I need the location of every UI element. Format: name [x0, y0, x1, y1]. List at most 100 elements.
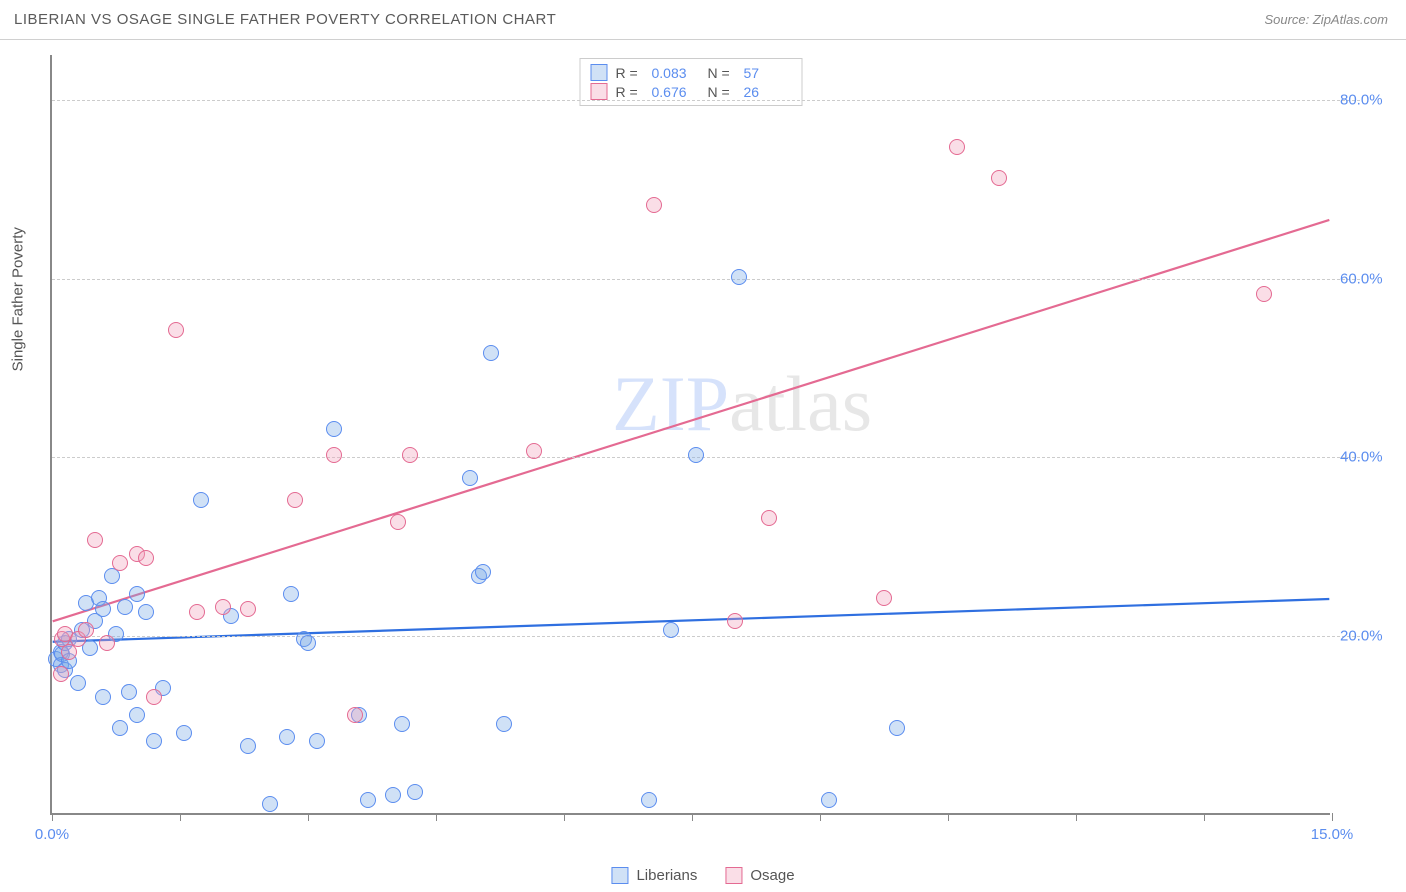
series-name-osage: Osage [750, 867, 794, 884]
x-tick-label: 15.0% [1311, 826, 1354, 843]
scatter-marker [360, 792, 376, 808]
scatter-marker [347, 707, 363, 723]
scatter-marker [70, 675, 86, 691]
series-legend-item: Liberians [611, 867, 697, 884]
r-value-osage: 0.676 [652, 84, 700, 100]
scatter-marker [240, 601, 256, 617]
scatter-marker [462, 470, 478, 486]
series-name-liberians: Liberians [636, 867, 697, 884]
scatter-marker [138, 604, 154, 620]
scatter-marker [112, 555, 128, 571]
x-tick [180, 813, 181, 821]
x-tick [308, 813, 309, 821]
gridline [52, 636, 1360, 637]
n-label: N = [708, 84, 736, 100]
scatter-marker [78, 622, 94, 638]
y-tick-label: 60.0% [1340, 270, 1400, 287]
scatter-marker [641, 792, 657, 808]
scatter-marker [129, 707, 145, 723]
trend-line [53, 220, 1330, 621]
n-label: N = [708, 65, 736, 81]
scatter-marker [309, 733, 325, 749]
x-tick [1332, 813, 1333, 821]
series-legend: Liberians Osage [611, 867, 794, 884]
scatter-marker [53, 666, 69, 682]
scatter-marker [61, 644, 77, 660]
gridline [52, 457, 1360, 458]
scatter-marker [876, 590, 892, 606]
scatter-marker [688, 447, 704, 463]
scatter-marker [326, 421, 342, 437]
y-tick-label: 20.0% [1340, 628, 1400, 645]
scatter-marker [402, 447, 418, 463]
scatter-marker [889, 720, 905, 736]
scatter-marker [646, 197, 662, 213]
scatter-marker [496, 716, 512, 732]
scatter-marker [99, 635, 115, 651]
source-attribution: Source: ZipAtlas.com [1264, 12, 1388, 27]
n-value-osage: 26 [744, 84, 792, 100]
x-tick [820, 813, 821, 821]
scatter-marker [663, 622, 679, 638]
scatter-marker [176, 725, 192, 741]
x-tick [948, 813, 949, 821]
r-label: R = [616, 65, 644, 81]
scatter-marker [991, 170, 1007, 186]
scatter-marker [193, 492, 209, 508]
legend-swatch-liberians [591, 64, 608, 81]
r-value-liberians: 0.083 [652, 65, 700, 81]
scatter-marker [526, 443, 542, 459]
x-tick [52, 813, 53, 821]
y-tick-label: 80.0% [1340, 91, 1400, 108]
plot-area: ZIPatlas R = 0.083 N = 57 R = 0.676 N = … [50, 55, 1330, 815]
scatter-marker [287, 492, 303, 508]
trend-lines-svg [52, 55, 1330, 813]
chart-container: LIBERIAN VS OSAGE SINGLE FATHER POVERTY … [0, 0, 1406, 892]
legend-swatch-osage [591, 83, 608, 100]
x-tick-label: 0.0% [35, 826, 69, 843]
scatter-marker [240, 738, 256, 754]
x-tick [564, 813, 565, 821]
title-bar: LIBERIAN VS OSAGE SINGLE FATHER POVERTY … [0, 0, 1406, 40]
scatter-marker [821, 792, 837, 808]
scatter-marker [95, 601, 111, 617]
scatter-marker [279, 729, 295, 745]
scatter-marker [95, 689, 111, 705]
scatter-marker [949, 139, 965, 155]
scatter-marker [129, 586, 145, 602]
gridline [52, 279, 1360, 280]
legend-swatch-osage [725, 867, 742, 884]
scatter-marker [117, 599, 133, 615]
scatter-marker [300, 635, 316, 651]
scatter-marker [761, 510, 777, 526]
x-tick [1076, 813, 1077, 821]
scatter-marker [385, 787, 401, 803]
scatter-marker [731, 269, 747, 285]
correlation-legend-row: R = 0.676 N = 26 [591, 82, 792, 101]
scatter-marker [475, 564, 491, 580]
r-label: R = [616, 84, 644, 100]
scatter-marker [87, 532, 103, 548]
chart-title: LIBERIAN VS OSAGE SINGLE FATHER POVERTY … [14, 11, 556, 28]
scatter-marker [146, 689, 162, 705]
scatter-marker [283, 586, 299, 602]
scatter-marker [483, 345, 499, 361]
scatter-marker [1256, 286, 1272, 302]
gridline [52, 100, 1360, 101]
scatter-marker [394, 716, 410, 732]
n-value-liberians: 57 [744, 65, 792, 81]
scatter-marker [168, 322, 184, 338]
scatter-marker [407, 784, 423, 800]
x-tick [436, 813, 437, 821]
scatter-marker [112, 720, 128, 736]
correlation-legend-row: R = 0.083 N = 57 [591, 63, 792, 82]
scatter-marker [326, 447, 342, 463]
x-tick [1204, 813, 1205, 821]
legend-swatch-liberians [611, 867, 628, 884]
x-tick [692, 813, 693, 821]
scatter-marker [104, 568, 120, 584]
scatter-marker [138, 550, 154, 566]
scatter-marker [262, 796, 278, 812]
scatter-marker [727, 613, 743, 629]
scatter-marker [215, 599, 231, 615]
